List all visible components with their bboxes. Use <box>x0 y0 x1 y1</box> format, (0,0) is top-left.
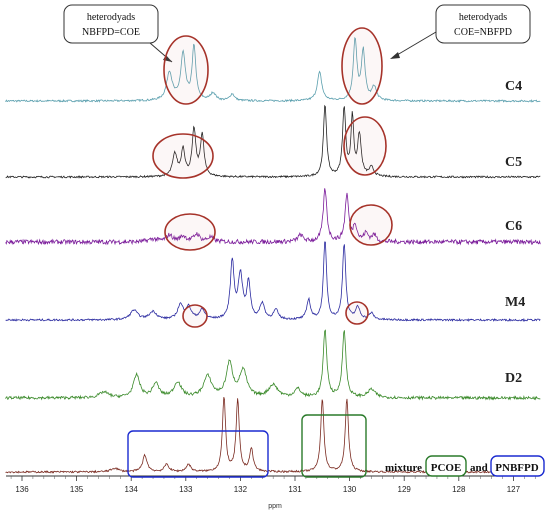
legend-pnbfpd: PNBFPD <box>495 462 538 474</box>
m4-right-ellipse <box>345 301 369 325</box>
callout-left-line1: heterodyads <box>87 12 135 23</box>
m4-left-ellipse <box>182 304 208 328</box>
c5-left-ellipse <box>152 133 214 179</box>
tick-label-131: 131 <box>288 485 302 494</box>
x-axis-ticks: 136 135 134 133 132 131 130 129 128 127 <box>10 476 536 494</box>
c6-left-ellipse <box>164 213 216 251</box>
tick-label-127: 127 <box>507 485 521 494</box>
legend-and: and <box>470 462 488 474</box>
series-label-c5: C5 <box>505 155 522 170</box>
tick-label-135: 135 <box>70 485 84 494</box>
pcoe-region-box <box>301 414 367 478</box>
callout-right-line1: heterodyads <box>459 12 507 23</box>
trace-c4 <box>5 36 541 103</box>
tick-label-128: 128 <box>452 485 466 494</box>
legend-pcoe: PCOE <box>431 462 462 474</box>
series-label-m4: M4 <box>505 295 525 310</box>
tick-label-129: 129 <box>398 485 412 494</box>
pnbfpd-region-box <box>127 430 269 478</box>
series-label-c6: C6 <box>505 219 522 234</box>
trace-m4 <box>5 241 541 322</box>
tick-label-134: 134 <box>125 485 139 494</box>
c6-right-ellipse <box>349 204 393 246</box>
legend-prefix: mixture <box>385 462 422 474</box>
series-labels: C4 C5 C6 M4 D2 <box>505 79 525 386</box>
highlight-ellipses <box>152 27 393 328</box>
x-axis-label: ppm <box>268 503 282 510</box>
tick-label-130: 130 <box>343 485 357 494</box>
trace-c5 <box>5 104 541 179</box>
callout-left-line2: NBFPD=COE <box>82 27 140 38</box>
series-label-d2: D2 <box>505 371 522 386</box>
tick-label-132: 132 <box>234 485 248 494</box>
legend-pnbfpd-box <box>490 455 545 477</box>
callout-right: heterodyads COE=NBFPD <box>390 4 531 59</box>
callout-left: heterodyads NBFPD=COE <box>63 4 173 63</box>
legend-pcoe-box <box>425 455 467 477</box>
series-label-c4: C4 <box>505 79 522 94</box>
c4-right-ellipse <box>341 27 383 105</box>
c5-right-ellipse <box>343 116 387 176</box>
trace-c6 <box>5 188 541 246</box>
c4-left-ellipse <box>163 35 209 105</box>
trace-d2 <box>5 329 541 401</box>
callout-right-line2: COE=NBFPD <box>454 27 512 38</box>
mixture-legend: mixture PCOE and PNBFPD <box>385 455 545 477</box>
spectra-traces <box>5 36 541 474</box>
tick-label-136: 136 <box>15 485 29 494</box>
tick-label-133: 133 <box>179 485 193 494</box>
